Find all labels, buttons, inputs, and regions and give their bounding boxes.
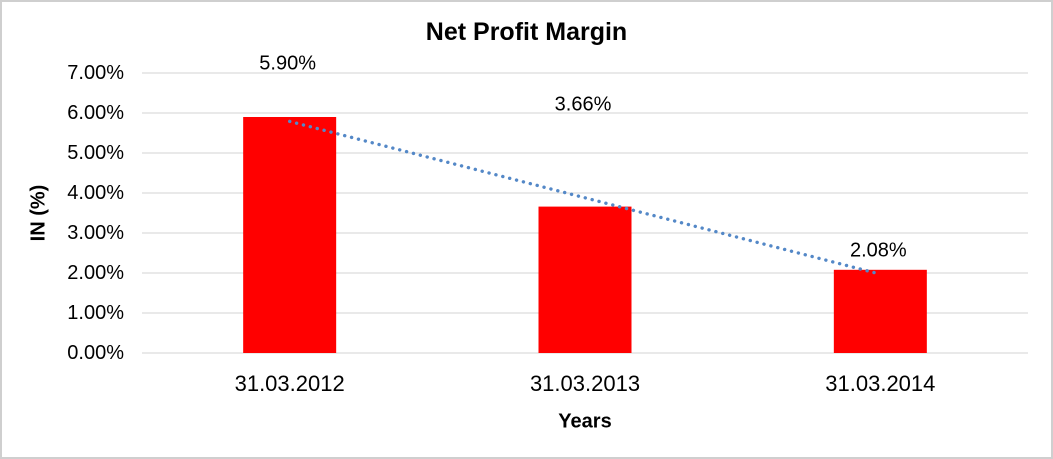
bar-31.03.2013 [538,206,632,353]
x-axis-title: Years [558,410,612,433]
ytick-label-5.00%: 5.00% [67,142,124,164]
ytick-label-6.00%: 6.00% [67,102,124,124]
category-label-31.03.2013: 31.03.2013 [529,371,641,396]
bar-31.03.2014 [833,269,927,353]
ytick-label-3.00%: 3.00% [67,222,124,244]
data-label-31.03.2012: 5.90% [259,52,317,75]
ytick-label-2.00%: 2.00% [67,262,124,284]
bar-31.03.2012 [243,117,337,353]
category-label-31.03.2014: 31.03.2014 [825,371,936,396]
ytick-label-0.00%: 0.00% [67,342,124,364]
chart-title: Net Profit Margin [425,18,628,46]
ytick-label-4.00%: 4.00% [67,182,124,204]
data-label-31.03.2013: 3.66% [554,93,612,116]
data-label-31.03.2014: 2.08% [849,239,907,262]
trendline [287,119,883,276]
ytick-label-1.00%: 1.00% [67,302,124,324]
category-label-31.03.2012: 31.03.2012 [234,371,345,396]
ytick-label-7.00%: 7.00% [67,62,124,84]
